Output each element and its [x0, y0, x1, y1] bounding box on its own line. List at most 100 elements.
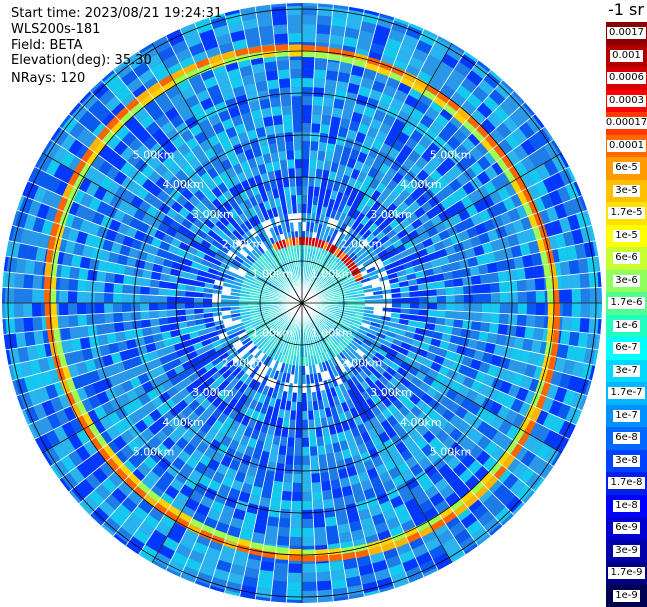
ray-line	[301, 6, 350, 304]
scan-cell	[554, 357, 567, 373]
scan-cell	[261, 220, 270, 231]
scan-cell	[428, 46, 446, 62]
scan-cell	[171, 135, 186, 150]
scan-cell	[361, 581, 379, 594]
scan-cell	[454, 61, 472, 78]
scan-cell	[285, 141, 294, 151]
scan-cell	[472, 293, 483, 303]
scan-cell	[175, 48, 193, 63]
colorbar-label: 1.7e-5	[608, 207, 645, 220]
scan-cell	[185, 94, 200, 109]
scan-cell	[76, 303, 87, 315]
scan-cell	[243, 82, 258, 95]
scan-cell	[351, 396, 361, 408]
scan-cell	[85, 181, 100, 197]
scan-cell	[407, 319, 418, 328]
scan-cell	[66, 200, 80, 216]
scan-cell	[331, 377, 339, 387]
scan-cell	[352, 58, 367, 68]
scan-cell	[324, 268, 333, 277]
scan-cell	[370, 201, 382, 213]
scan-cell	[395, 212, 407, 224]
scan-cell	[204, 218, 216, 230]
scan-cell	[557, 343, 569, 360]
range-label: 1.00km	[311, 327, 353, 340]
scan-cell	[107, 411, 121, 426]
scan-cell	[281, 239, 287, 248]
scan-cell	[231, 316, 242, 322]
scan-cell	[239, 348, 249, 358]
scan-cell	[382, 371, 393, 382]
scan-cell	[579, 195, 588, 212]
scan-cell	[333, 144, 344, 156]
scan-cell	[414, 77, 429, 89]
scan-cell	[436, 91, 451, 104]
scan-cell	[362, 242, 372, 252]
scan-cell	[259, 34, 275, 46]
scan-cell	[291, 392, 298, 402]
colorbar-label: 1.7e-7	[608, 387, 645, 400]
scan-cell	[314, 60, 328, 71]
scan-cell	[334, 317, 344, 324]
scan-cell	[205, 191, 217, 203]
scan-cell	[232, 366, 242, 377]
scan-cell	[409, 308, 419, 316]
scan-cell	[534, 409, 549, 426]
scan-cell	[139, 114, 155, 130]
scan-cell	[133, 328, 144, 339]
scan-cell	[316, 580, 333, 591]
scan-cell	[290, 268, 295, 278]
scan-cell	[317, 273, 325, 282]
scan-cell	[277, 224, 284, 235]
scan-cell	[131, 285, 141, 295]
scan-cell	[368, 222, 379, 233]
scan-cell	[313, 250, 319, 261]
scan-cell	[251, 63, 266, 75]
scan-cell	[362, 366, 372, 377]
scan-cell	[472, 284, 482, 295]
ray-line	[3, 271, 303, 304]
scan-cell	[400, 519, 417, 534]
scan-cell	[378, 585, 395, 593]
scan-cell	[309, 437, 318, 447]
scan-cell	[317, 311, 327, 317]
scan-cell	[285, 400, 292, 411]
scan-cell	[374, 521, 390, 535]
scan-cell	[32, 288, 42, 303]
scan-cell	[122, 190, 136, 204]
scan-cell	[328, 308, 338, 313]
scan-cell	[542, 412, 557, 430]
scan-cell	[101, 130, 115, 145]
scan-cell	[178, 270, 189, 279]
scan-cell	[442, 271, 454, 281]
scan-cell	[68, 489, 82, 504]
scan-cell	[289, 59, 302, 70]
scan-cell	[458, 468, 474, 484]
scan-cell	[259, 354, 268, 364]
scan-cell	[323, 435, 332, 446]
scan-cell	[442, 511, 457, 525]
scan-cell	[471, 86, 489, 103]
scan-cell	[270, 316, 280, 323]
scan-cell	[181, 376, 193, 388]
scan-cell	[292, 383, 298, 393]
scan-cell	[397, 201, 409, 213]
scan-cell	[302, 221, 307, 232]
scan-cell	[286, 15, 302, 25]
scan-cell	[266, 308, 276, 313]
scan-cell	[58, 290, 69, 303]
scan-cell	[364, 246, 375, 256]
scan-cell	[159, 273, 170, 282]
scan-cell	[164, 84, 181, 100]
scan-cell	[80, 398, 94, 414]
colorbar-label: 1.7e-9	[608, 567, 645, 580]
scan-cell	[229, 350, 240, 360]
scan-cell	[302, 464, 311, 475]
scan-cell	[217, 205, 229, 217]
scan-cell	[212, 209, 224, 221]
scan-cell	[141, 150, 156, 165]
scan-cell	[391, 207, 403, 219]
scan-cell	[270, 283, 280, 290]
scan-cell	[391, 118, 406, 132]
scan-cell	[325, 452, 336, 463]
